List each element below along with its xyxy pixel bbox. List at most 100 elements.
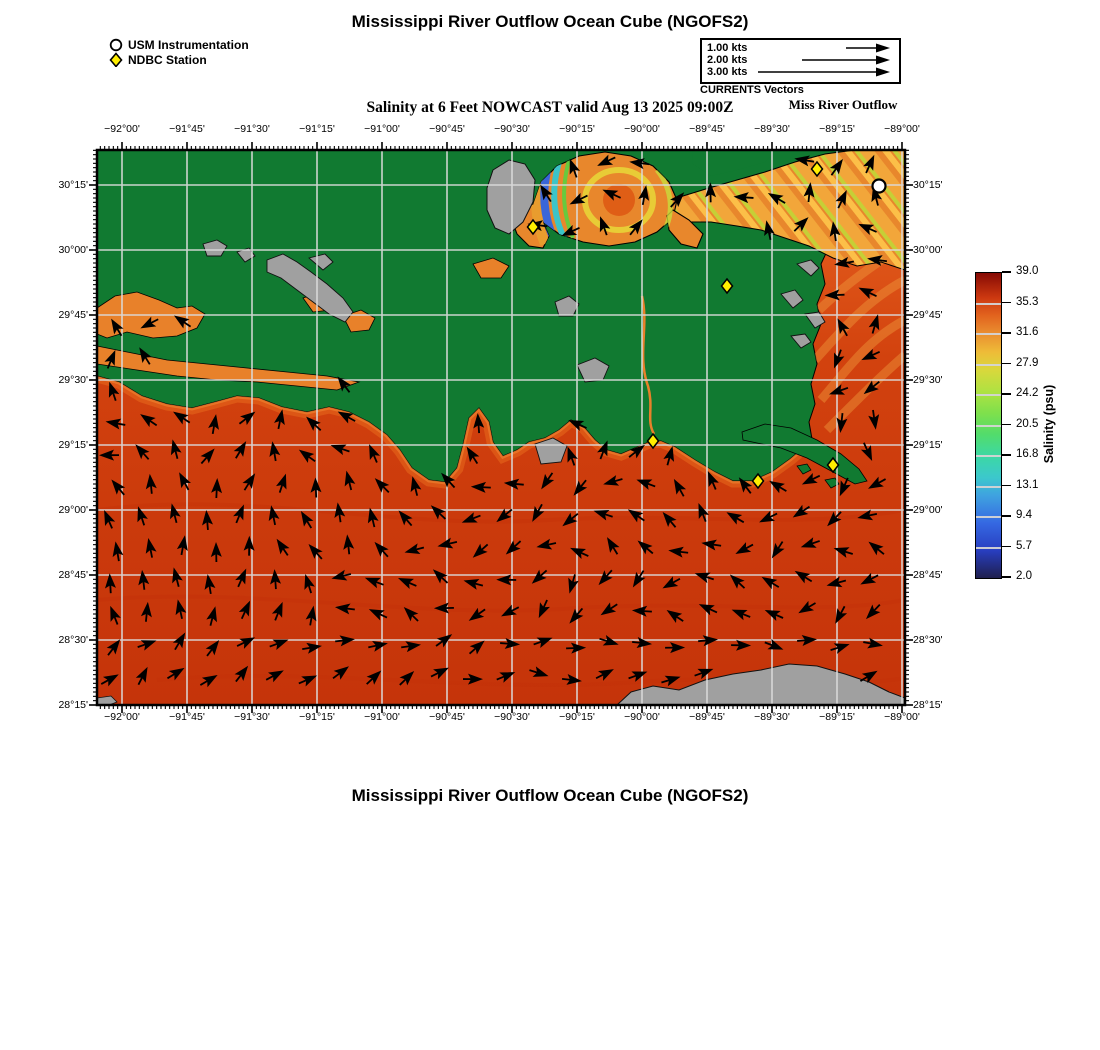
footer-title: Mississippi River Outflow Ocean Cube (NG…: [351, 786, 749, 805]
axis-tick-label: −91°30': [234, 123, 270, 135]
axis-tick-label: −89°15': [819, 711, 855, 723]
colorbar-tick-label: 31.6: [1016, 326, 1039, 338]
axis-tick-label: −90°00': [624, 123, 660, 135]
colorbar-tick-label: 20.5: [1016, 417, 1039, 430]
axis-tick-label: 29°45': [58, 309, 88, 321]
current-vectors: [99, 154, 888, 688]
axis-tick-label: 29°00': [913, 504, 943, 516]
usm-circle-icon: [109, 38, 123, 52]
axis-tick-label: −89°00': [884, 711, 920, 723]
axis-tick-label: −89°30': [754, 123, 790, 135]
axis-tick-label: −92°00': [104, 123, 140, 135]
axis-tick-label: −91°00': [364, 123, 400, 135]
axis-tick-label: 30°15': [58, 179, 88, 191]
page-title: Mississippi River Outflow Ocean Cube (NG…: [351, 12, 749, 31]
axis-tick-label: 28°30': [58, 634, 88, 646]
island: [308, 253, 334, 271]
axis-tick-label: −90°00': [624, 711, 660, 723]
axis-tick-label: 30°15': [913, 179, 943, 191]
colorbar-tick-label: 13.1: [1016, 478, 1039, 491]
vector-key-label: 3.00 kts: [707, 66, 748, 78]
axis-tick-label: 30°00': [913, 244, 943, 256]
ndbc-station-marker: [646, 432, 660, 450]
axis-tick-label: −89°30': [754, 711, 790, 723]
map-subtitle: Salinity at 6 Feet NOWCAST valid Aug 13 …: [366, 99, 734, 116]
colorbar-tick-label: 9.4: [1016, 509, 1032, 521]
axis-tick-label: 29°30': [58, 374, 88, 386]
vector-key-caption: CURRENTS Vectors: [700, 84, 804, 96]
island: [576, 357, 610, 383]
ndbc-station-marker: [751, 472, 765, 490]
colorbar-tick-label: 27.9: [1016, 356, 1039, 369]
axis-tick-label: −91°00': [364, 711, 400, 723]
axis-tick-label: 29°00': [58, 504, 88, 516]
island: [486, 159, 536, 235]
vector-key-arrows: [758, 43, 890, 77]
usm-instrumentation-marker: [871, 178, 887, 194]
axis-tick-label: −91°30': [234, 711, 270, 723]
colorbar-tick-label: 5.7: [1016, 539, 1032, 552]
legend-usm-label: USM Instrumentation: [128, 37, 249, 52]
colorbar-title: Salinity (psu): [1042, 384, 1056, 464]
salinity-map[interactable]: [85, 138, 917, 717]
marker-legend: USM Instrumentation NDBC Station: [108, 37, 249, 67]
axis-tick-label: 29°15': [913, 439, 943, 451]
axis-tick-label: −89°45': [689, 711, 725, 723]
island: [554, 295, 580, 317]
ndbc-station-marker: [720, 277, 734, 295]
axis-tick-label: −90°15': [559, 123, 595, 135]
island: [780, 289, 804, 309]
vector-key-label: 2.00 kts: [707, 54, 748, 66]
island: [804, 311, 826, 329]
island: [796, 259, 820, 277]
axis-tick-label: −92°00': [104, 711, 140, 723]
ndbc-diamond-icon: [109, 52, 123, 67]
legend-ndbc-row: NDBC Station: [108, 52, 249, 67]
axis-tick-label: 28°15': [58, 699, 88, 711]
axis-tick-label: 28°45': [58, 569, 88, 581]
axis-tick-label: 29°15': [58, 439, 88, 451]
ndbc-station-marker: [810, 160, 824, 178]
colorbar-tick-label: 39.0: [1016, 265, 1039, 277]
island: [790, 333, 812, 349]
vector-key-label: 1.00 kts: [707, 42, 748, 54]
axis-tick-label: 29°30': [913, 374, 943, 386]
river-channel: [640, 295, 656, 435]
axis-tick-label: −91°15': [299, 711, 335, 723]
map-frame: [89, 142, 913, 713]
island: [202, 239, 228, 257]
island: [266, 253, 354, 323]
axis-tick-label: −90°45': [429, 123, 465, 135]
currents-vector-key: 1.00 kts 2.00 kts 3.00 kts: [700, 38, 901, 84]
marsh-water: [472, 257, 510, 279]
axis-tick-label: −90°30': [494, 123, 530, 135]
colorbar-tick-label: 16.8: [1016, 448, 1039, 460]
nodata-strip: [616, 663, 905, 705]
region-label: Miss River Outflow: [788, 97, 898, 112]
ndbc-station-marker: [826, 456, 840, 474]
ndbc-station-marker: [526, 218, 540, 236]
colorbar-tick-label: 2.0: [1016, 570, 1032, 582]
axis-tick-label: 29°45': [913, 309, 943, 321]
axis-tick-label: 30°00': [58, 244, 88, 256]
salinity-colorbar: [975, 272, 1002, 579]
axis-tick-label: 28°30': [913, 634, 943, 646]
axis-tick-label: −89°45': [689, 123, 725, 135]
axis-tick-label: −89°15': [819, 123, 855, 135]
axis-tick-label: −91°15': [299, 123, 335, 135]
axis-tick-label: −90°30': [494, 711, 530, 723]
axis-tick-label: 28°45': [913, 569, 943, 581]
axis-tick-label: −89°00': [884, 123, 920, 135]
legend-usm-row: USM Instrumentation: [108, 37, 249, 52]
axis-tick-label: −91°45': [169, 711, 205, 723]
stations: [526, 160, 887, 490]
axis-tick-label: 28°15': [913, 699, 943, 711]
map-plot-area: [97, 150, 905, 705]
mississippi-sound-water: [656, 150, 905, 271]
axis-tick-label: −90°15': [559, 711, 595, 723]
north-shore: [692, 150, 777, 176]
colorbar-tick-label: 35.3: [1016, 295, 1039, 308]
axis-tick-label: −91°45': [169, 123, 205, 135]
legend-ndbc-label: NDBC Station: [128, 52, 207, 67]
